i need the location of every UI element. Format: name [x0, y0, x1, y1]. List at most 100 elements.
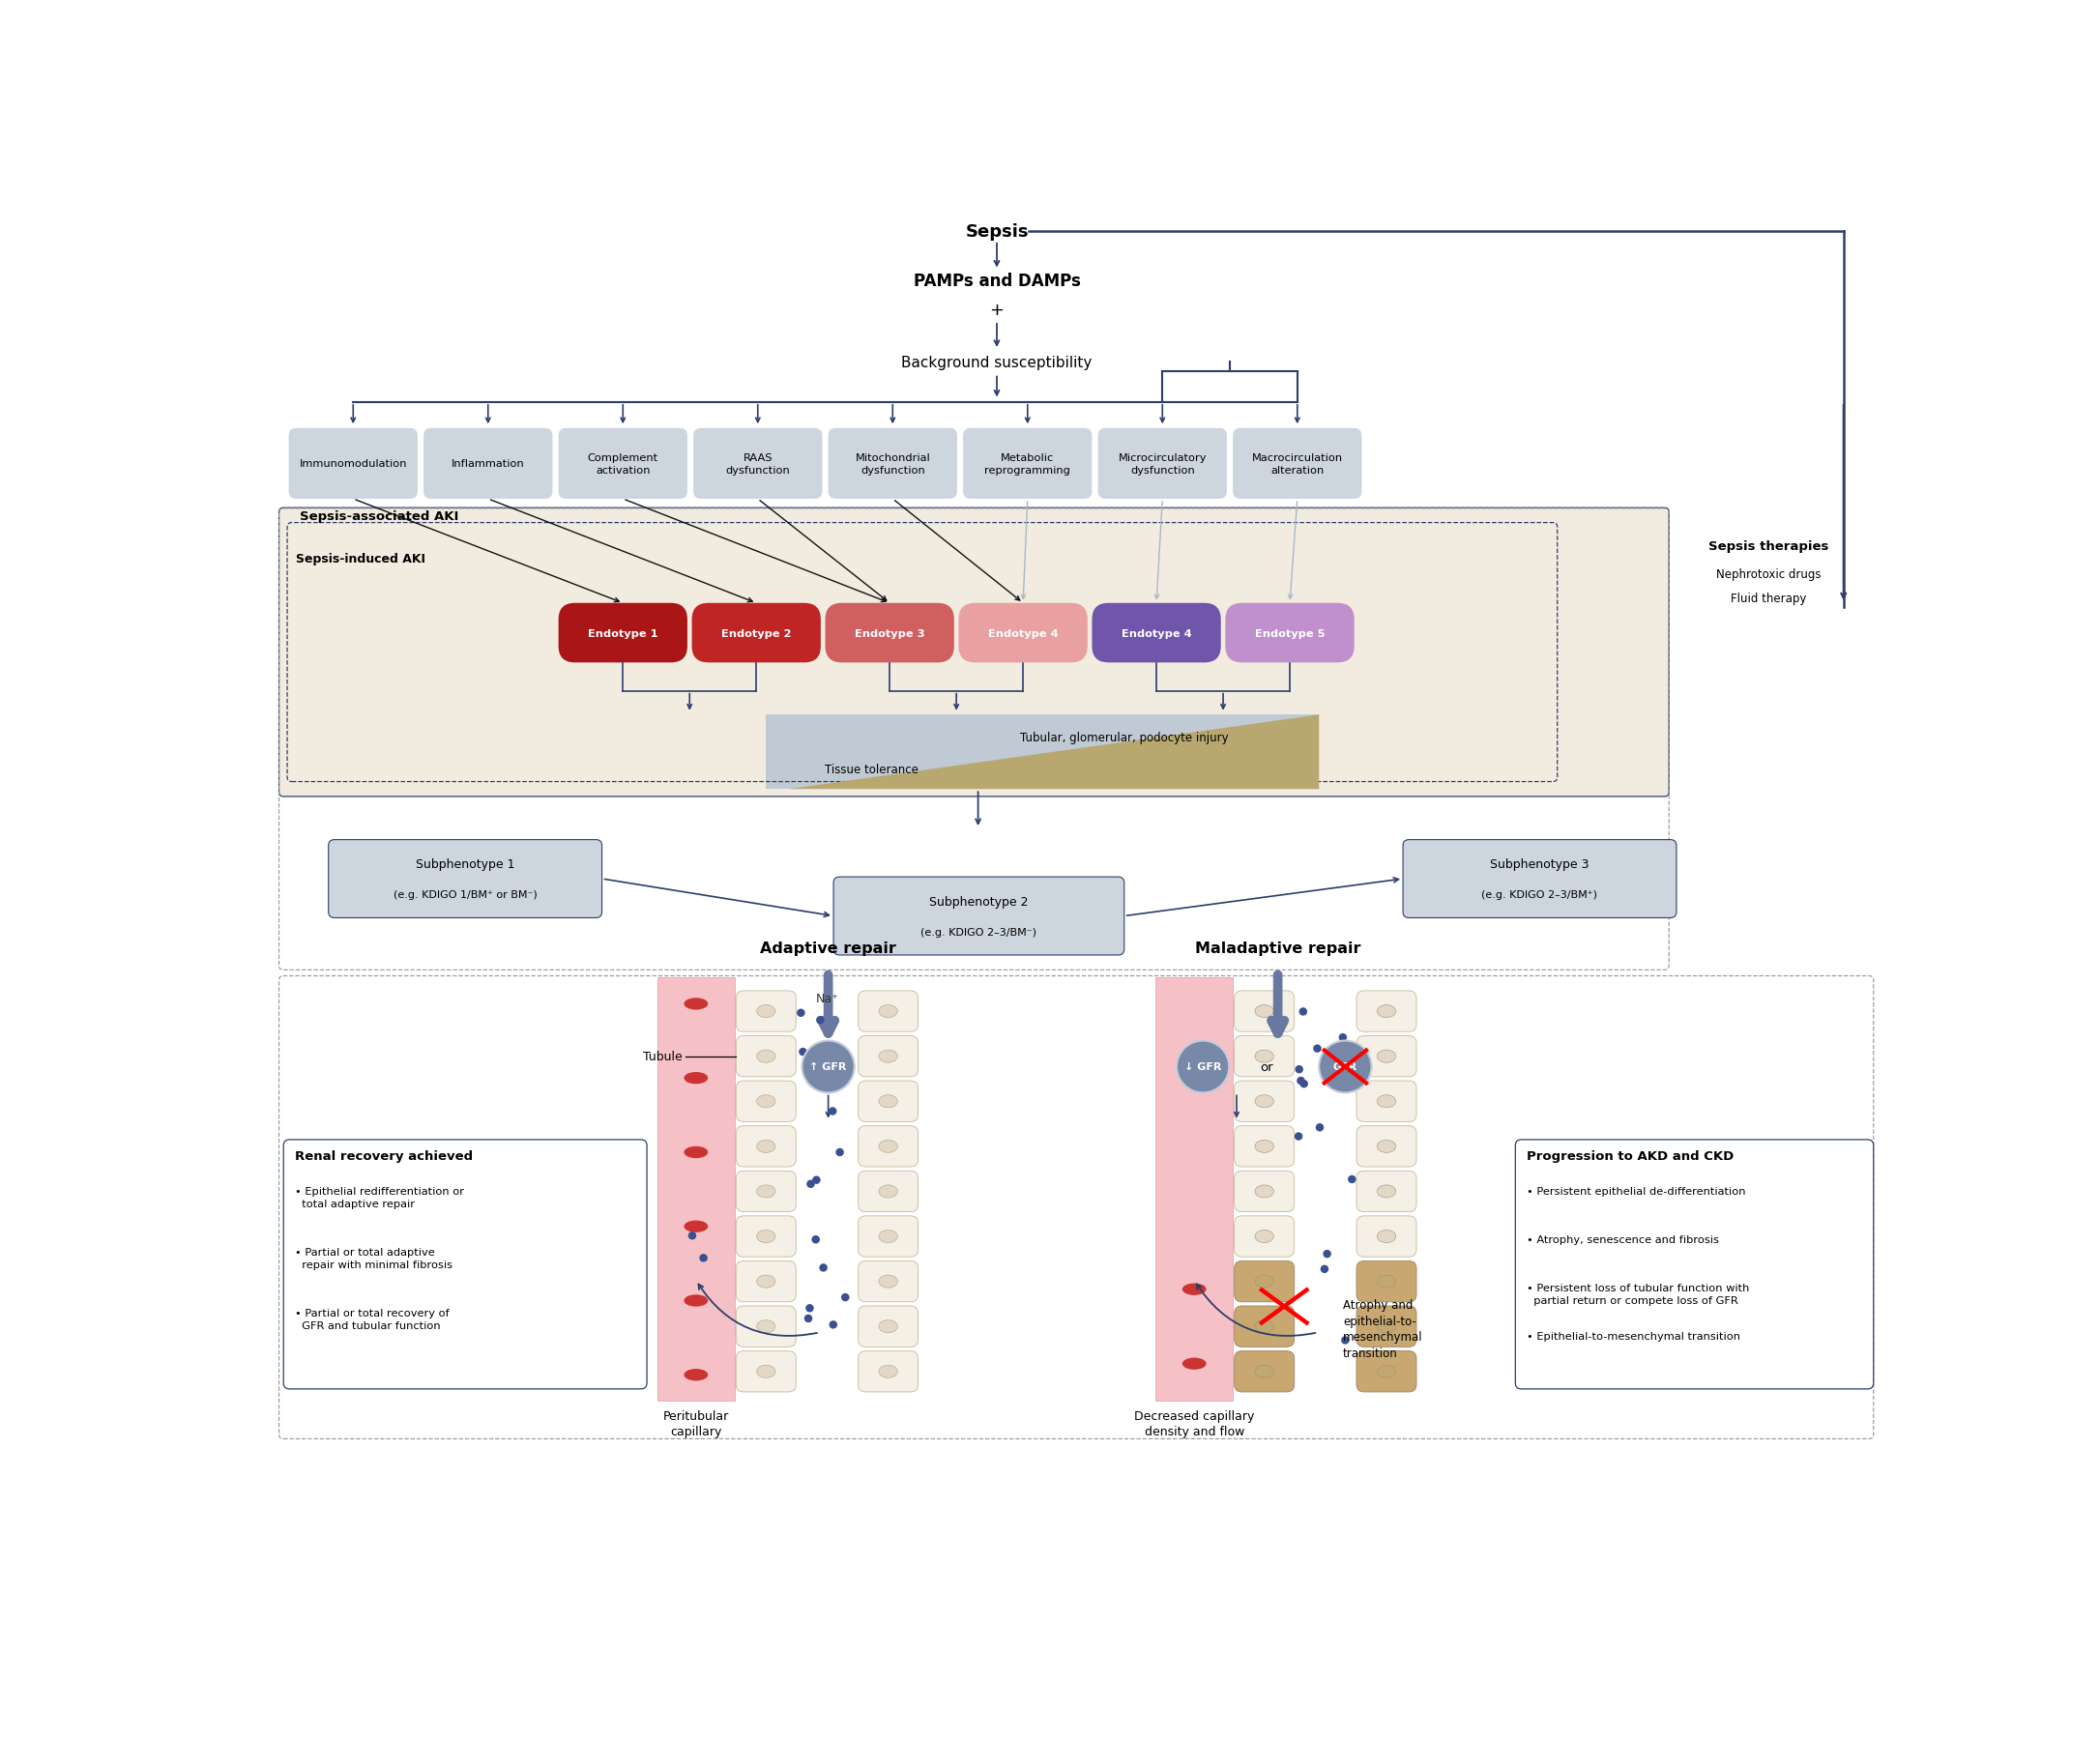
FancyBboxPatch shape	[1235, 1171, 1294, 1211]
Circle shape	[842, 1293, 848, 1302]
Text: • Epithelial redifferentiation or
  total adaptive repair: • Epithelial redifferentiation or total …	[294, 1185, 464, 1208]
Circle shape	[699, 1255, 708, 1262]
Circle shape	[802, 1041, 855, 1093]
Ellipse shape	[1378, 1005, 1396, 1018]
FancyBboxPatch shape	[1357, 1126, 1415, 1166]
Ellipse shape	[1256, 1185, 1275, 1197]
Text: Inflammation: Inflammation	[452, 459, 525, 469]
Text: Metabolic
reprogramming: Metabolic reprogramming	[985, 454, 1071, 474]
FancyBboxPatch shape	[1092, 603, 1220, 664]
Ellipse shape	[685, 1072, 708, 1085]
Text: (e.g. KDIGO 1/BM⁺ or BM⁻): (e.g. KDIGO 1/BM⁺ or BM⁻)	[393, 890, 538, 900]
Circle shape	[1323, 1250, 1331, 1258]
FancyBboxPatch shape	[1226, 603, 1354, 664]
Ellipse shape	[1378, 1231, 1396, 1243]
FancyBboxPatch shape	[1357, 1081, 1415, 1123]
Circle shape	[796, 1010, 804, 1017]
Text: Endotype 4: Endotype 4	[987, 629, 1058, 638]
Ellipse shape	[1256, 1050, 1275, 1064]
Ellipse shape	[1378, 1140, 1396, 1152]
Text: +: +	[989, 301, 1004, 318]
Circle shape	[798, 1048, 806, 1057]
Text: GFR: GFR	[1334, 1062, 1357, 1072]
FancyBboxPatch shape	[737, 1171, 796, 1211]
FancyBboxPatch shape	[1357, 1036, 1415, 1078]
Text: Tubular, glomerular, podocyte injury: Tubular, glomerular, podocyte injury	[1021, 732, 1228, 744]
Text: Microcirculatory
dysfunction: Microcirculatory dysfunction	[1117, 454, 1208, 474]
Polygon shape	[788, 714, 1319, 789]
Circle shape	[830, 1107, 836, 1116]
FancyBboxPatch shape	[1235, 1081, 1294, 1123]
Circle shape	[813, 1177, 821, 1184]
FancyBboxPatch shape	[1233, 429, 1361, 499]
Ellipse shape	[1378, 1185, 1396, 1197]
FancyBboxPatch shape	[859, 1217, 918, 1257]
Polygon shape	[657, 978, 735, 1401]
FancyBboxPatch shape	[958, 603, 1088, 664]
Ellipse shape	[685, 998, 708, 1010]
FancyBboxPatch shape	[691, 603, 821, 664]
FancyBboxPatch shape	[1235, 1217, 1294, 1257]
Text: Nephrotoxic drugs: Nephrotoxic drugs	[1716, 568, 1821, 580]
Text: Adaptive repair: Adaptive repair	[760, 940, 897, 956]
FancyBboxPatch shape	[1098, 429, 1226, 499]
Text: PAMPs and DAMPs: PAMPs and DAMPs	[914, 273, 1079, 290]
Text: Macrocirculation
alteration: Macrocirculation alteration	[1252, 454, 1342, 474]
FancyBboxPatch shape	[1235, 1126, 1294, 1166]
Circle shape	[1296, 1065, 1304, 1074]
Ellipse shape	[756, 1276, 775, 1288]
Ellipse shape	[756, 1140, 775, 1152]
Circle shape	[1348, 1175, 1357, 1184]
Text: Endotype 1: Endotype 1	[588, 629, 657, 638]
Ellipse shape	[878, 1366, 897, 1378]
Ellipse shape	[1378, 1321, 1396, 1333]
Text: Maladaptive repair: Maladaptive repair	[1195, 940, 1361, 956]
Ellipse shape	[1378, 1095, 1396, 1107]
Text: ↓ GFR: ↓ GFR	[1184, 1062, 1222, 1072]
FancyBboxPatch shape	[559, 429, 687, 499]
Text: Tissue tolerance: Tissue tolerance	[825, 763, 918, 775]
Ellipse shape	[878, 1321, 897, 1333]
Text: • Epithelial-to-mesenchymal transition: • Epithelial-to-mesenchymal transition	[1527, 1331, 1741, 1340]
Text: Endotype 4: Endotype 4	[1121, 629, 1191, 638]
Ellipse shape	[756, 1231, 775, 1243]
Ellipse shape	[756, 1005, 775, 1018]
Ellipse shape	[878, 1185, 897, 1197]
FancyBboxPatch shape	[825, 603, 953, 664]
Text: Subphenotype 2: Subphenotype 2	[930, 895, 1029, 907]
Text: Endotype 2: Endotype 2	[720, 629, 792, 638]
Ellipse shape	[756, 1321, 775, 1333]
FancyBboxPatch shape	[328, 839, 603, 918]
FancyBboxPatch shape	[1235, 1350, 1294, 1392]
FancyBboxPatch shape	[859, 1171, 918, 1211]
Circle shape	[811, 1236, 819, 1244]
FancyBboxPatch shape	[1357, 991, 1415, 1032]
FancyBboxPatch shape	[737, 1217, 796, 1257]
Text: Background susceptibility: Background susceptibility	[901, 355, 1092, 370]
Ellipse shape	[1182, 1283, 1205, 1295]
Circle shape	[806, 1180, 815, 1189]
Ellipse shape	[685, 1147, 708, 1159]
Text: Mitochondrial
dysfunction: Mitochondrial dysfunction	[855, 454, 930, 474]
Circle shape	[821, 1079, 830, 1086]
Ellipse shape	[756, 1185, 775, 1197]
Ellipse shape	[685, 1220, 708, 1232]
Text: ↑ GFR: ↑ GFR	[811, 1062, 846, 1072]
Circle shape	[836, 1149, 844, 1156]
Text: Tubule: Tubule	[643, 1050, 682, 1064]
Circle shape	[819, 1264, 827, 1272]
Text: Complement
activation: Complement activation	[588, 454, 657, 474]
Ellipse shape	[878, 1005, 897, 1018]
FancyBboxPatch shape	[559, 603, 687, 664]
FancyBboxPatch shape	[1235, 1036, 1294, 1078]
Text: Sepsis: Sepsis	[966, 222, 1029, 240]
Circle shape	[1319, 1041, 1371, 1093]
Circle shape	[1315, 1123, 1323, 1131]
Ellipse shape	[1378, 1276, 1396, 1288]
Ellipse shape	[1256, 1095, 1275, 1107]
FancyBboxPatch shape	[1357, 1350, 1415, 1392]
Ellipse shape	[756, 1050, 775, 1064]
Ellipse shape	[1256, 1321, 1275, 1333]
Polygon shape	[766, 714, 1319, 789]
Ellipse shape	[756, 1366, 775, 1378]
